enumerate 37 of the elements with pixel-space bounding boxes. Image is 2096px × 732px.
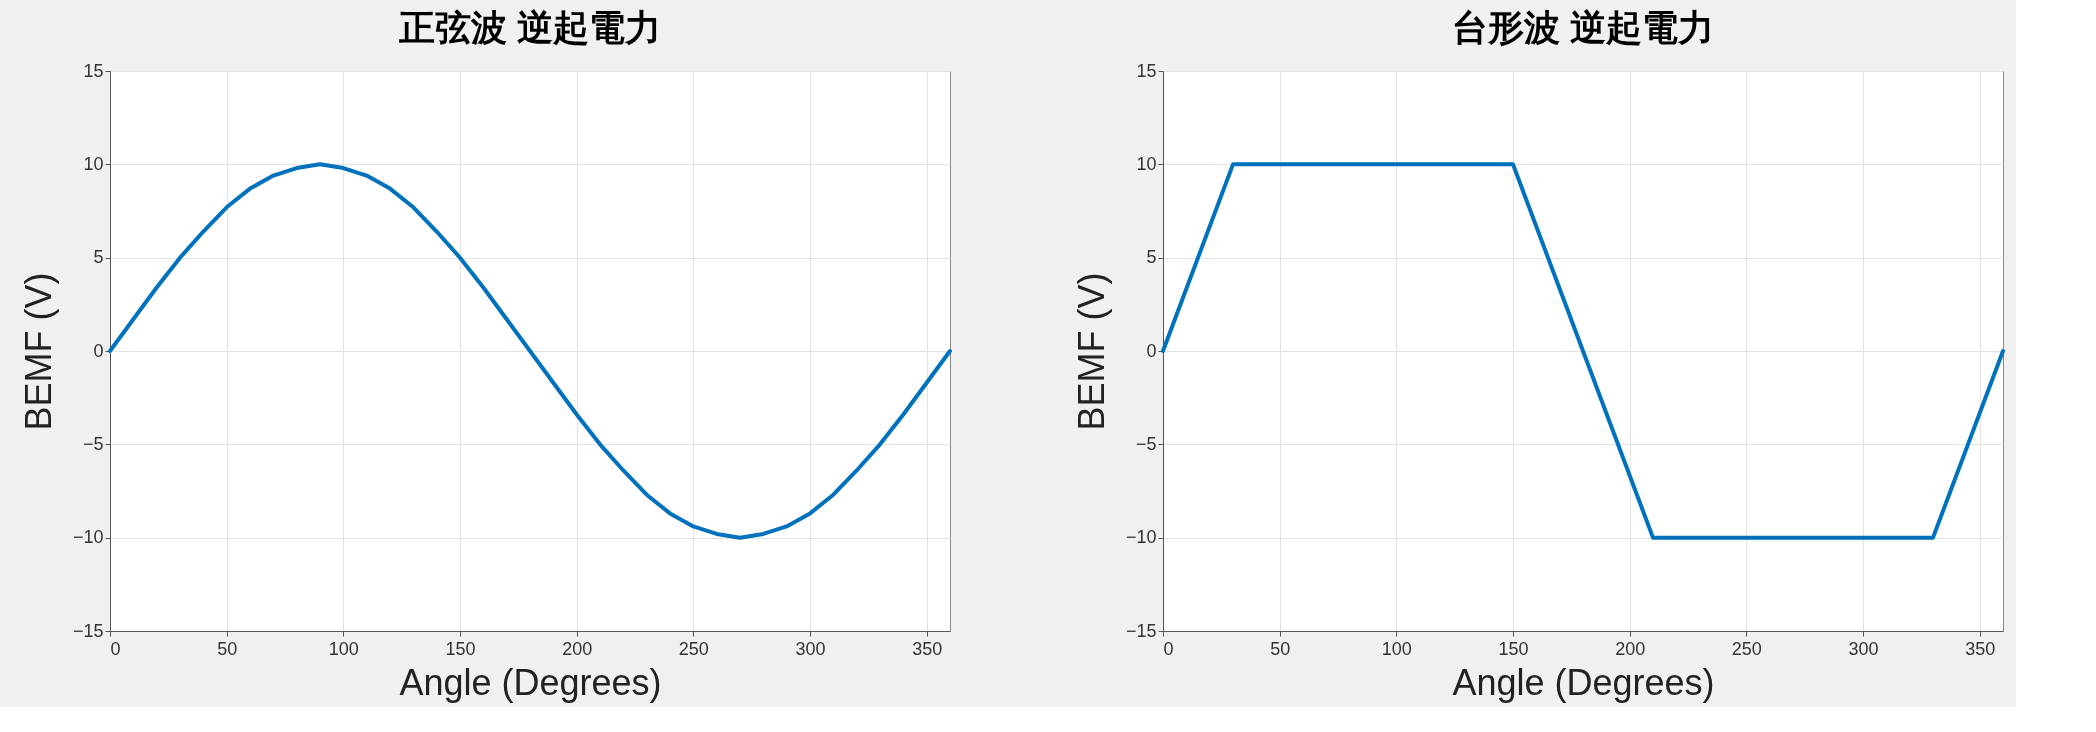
y-tick-label: 5 <box>93 247 104 268</box>
x-tick-label: 0 <box>110 638 121 659</box>
y-axis-title: BEMF (V) <box>17 272 59 431</box>
x-tick-label: 100 <box>1381 638 1412 659</box>
x-tick-label: 350 <box>1965 638 1996 659</box>
x-tick-label: 300 <box>1848 638 1879 659</box>
x-tick-label: 0 <box>1163 638 1174 659</box>
x-tick-label: 100 <box>328 638 359 659</box>
y-tick-label: 15 <box>1136 60 1157 81</box>
x-axis-title: Angle (Degrees) <box>1452 661 1715 703</box>
y-tick-label: 15 <box>83 60 104 81</box>
y-tick-label: 5 <box>1146 247 1157 268</box>
x-axis-title: Angle (Degrees) <box>399 661 662 703</box>
x-tick-label: 200 <box>1615 638 1646 659</box>
y-tick-label: −10 <box>1125 527 1157 548</box>
chart-title: 正弦波 逆起電力 <box>398 7 662 48</box>
x-tick-label: 50 <box>1270 638 1291 659</box>
y-tick-label: 0 <box>1146 340 1157 361</box>
line-series <box>108 162 952 540</box>
y-tick-label: 10 <box>83 153 104 174</box>
chart-title: 台形波 逆起電力 <box>1451 7 1715 48</box>
x-tick-label: 300 <box>795 638 826 659</box>
y-axis-title: BEMF (V) <box>1070 272 1112 431</box>
x-tick-label: 350 <box>912 638 943 659</box>
y-tick-label: −15 <box>1125 620 1157 641</box>
x-tick-label: 50 <box>217 638 238 659</box>
x-tick-label: 200 <box>562 638 593 659</box>
y-tick-label: 0 <box>93 340 104 361</box>
x-tick-label: 150 <box>445 638 476 659</box>
y-tick-label: −10 <box>72 527 104 548</box>
y-tick-label: −15 <box>72 620 104 641</box>
y-tick-label: −5 <box>1135 433 1157 454</box>
x-tick-label: 250 <box>678 638 709 659</box>
x-tick-label: 250 <box>1731 638 1762 659</box>
y-tick-label: 10 <box>1136 153 1157 174</box>
x-tick-label: 150 <box>1498 638 1529 659</box>
y-tick-label: −5 <box>82 433 104 454</box>
